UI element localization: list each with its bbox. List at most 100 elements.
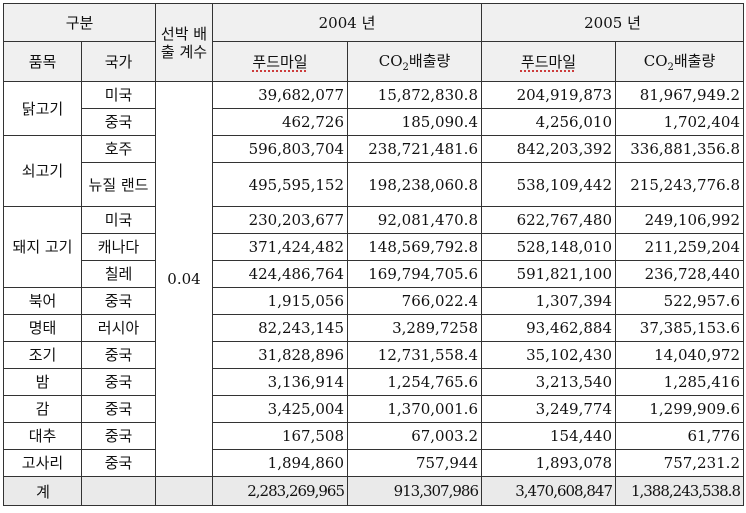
total-foodmile-2004: 2,283,269,965	[212, 476, 348, 506]
table-row: 캐나다 371,424,482 148,569,792.8 528,148,010 21…	[4, 233, 744, 261]
table-row: 칠레 424,486,764 169,794,705.6 591,821,100 236…	[4, 260, 744, 288]
co2-2005-cell: 211,259,204	[615, 233, 744, 261]
country-cell: 러시아	[81, 314, 156, 342]
total-co2-2005: 1,388,243,538.8	[615, 476, 744, 506]
co2-2005-header: CO2배출량	[615, 41, 744, 82]
country-cell: 중국	[81, 287, 156, 315]
country-cell: 중국	[81, 422, 156, 450]
total-foodmile-2005: 3,470,608,847	[481, 476, 616, 506]
foodmile-2004-cell: 230,203,677	[212, 206, 348, 234]
co2-2004-cell: 12,731,558.4	[347, 341, 482, 369]
co2-2004-cell: 1,254,765.6	[347, 368, 482, 396]
table-row: 북어 중국 1,915,056 766,022.4 1,307,394 522,957.6	[3, 287, 744, 315]
country-header: 국가	[81, 41, 156, 82]
co2-2004-header: CO2배출량	[347, 41, 482, 82]
foodmile-2004-cell: 424,486,764	[212, 260, 348, 288]
foodmile-label: 푸드마일	[520, 53, 577, 71]
foodmile-2005-cell: 3,249,774	[481, 395, 616, 423]
food-mileage-table: 구분 선박 배출 계수 2004 년 2005 년 품목 국가 푸드마일 CO2…	[3, 3, 744, 506]
total-co2-2004: 913,307,986	[347, 476, 482, 506]
co2-2005-cell: 81,967,949.2	[615, 81, 744, 109]
category-header: 구분	[3, 3, 156, 42]
co2-2004-cell: 3,289,7258	[347, 314, 482, 342]
table-row: 대추 중국 167,508 67,003.2 154,440 61,776	[3, 422, 744, 450]
foodmile-2004-cell: 39,682,077	[212, 81, 348, 109]
co2-2004-cell: 1,370,001.6	[347, 395, 482, 423]
country-cell: 호주	[81, 135, 156, 163]
foodmile-2004-cell: 3,425,004	[212, 395, 348, 423]
co2-2004-cell: 15,872,830.8	[347, 81, 482, 109]
foodmile-2005-cell: 1,307,394	[481, 287, 616, 315]
co2-2004-cell: 67,003.2	[347, 422, 482, 450]
item-cell: 고사리	[3, 449, 82, 477]
foodmile-2005-header: 푸드마일	[481, 41, 616, 82]
year-2004-header: 2004 년	[212, 3, 482, 42]
table-row: 뉴질 랜드 495,595,152 198,238,060.8 538,109,442…	[4, 162, 744, 207]
foodmile-2005-cell: 3,213,540	[481, 368, 616, 396]
co2-2004-cell: 185,090.4	[347, 108, 482, 136]
country-cell: 중국	[81, 108, 156, 136]
co2-2005-cell: 37,385,153.6	[615, 314, 744, 342]
table-row: 밤 중국 3,136,914 1,254,765.6 3,213,540 1,285,41…	[3, 368, 744, 396]
table-row: 감 중국 3,425,004 1,370,001.6 3,249,774 1,299,90…	[3, 395, 744, 423]
foodmile-2005-cell: 204,919,873	[481, 81, 616, 109]
foodmile-2005-cell: 154,440	[481, 422, 616, 450]
co2-2005-cell: 215,243,776.8	[615, 162, 744, 207]
item-cell: 대추	[3, 422, 82, 450]
co2-2004-cell: 757,944	[347, 449, 482, 477]
foodmile-2005-cell: 4,256,010	[481, 108, 616, 136]
item-cell: 닭고기	[3, 81, 82, 136]
emission-coefficient-cell: 0.04	[155, 81, 213, 477]
table-row: 돼지 고기 미국 230,203,677 92,081,470.8 622,767,48…	[3, 206, 744, 288]
foodmile-2004-cell: 596,803,704	[212, 135, 348, 163]
foodmile-2005-cell: 93,462,884	[481, 314, 616, 342]
co2-2004-cell: 92,081,470.8	[347, 206, 482, 234]
foodmile-2005-cell: 622,767,480	[481, 206, 616, 234]
co2-2005-cell: 757,231.2	[615, 449, 744, 477]
foodmile-2004-cell: 1,915,056	[212, 287, 348, 315]
co2-2004-cell: 766,022.4	[347, 287, 482, 315]
co2-2004-cell: 169,794,705.6	[347, 260, 482, 288]
item-cell: 밤	[3, 368, 82, 396]
co2-2005-cell: 1,285,416	[615, 368, 744, 396]
table-row: 고사리 중국 1,894,860 757,944 1,893,078 757,231.2	[3, 449, 744, 477]
country-cell: 중국	[81, 341, 156, 369]
foodmile-2004-cell: 31,828,896	[212, 341, 348, 369]
foodmile-2005-cell: 528,148,010	[481, 233, 616, 261]
country-cell: 칠레	[81, 260, 156, 288]
country-cell: 미국	[81, 81, 156, 109]
co2-2005-cell: 1,299,909.6	[615, 395, 744, 423]
co2-2005-cell: 522,957.6	[615, 287, 744, 315]
table-row: 조기 중국 31,828,896 12,731,558.4 35,102,430 14,0…	[3, 341, 744, 369]
co2-2005-cell: 14,040,972	[615, 341, 744, 369]
table-row: 중국 462,726 185,090.4 4,256,010 1,702,404	[4, 108, 744, 136]
item-cell: 쇠고기	[3, 135, 82, 207]
country-cell: 캐나다	[81, 233, 156, 261]
item-header: 품목	[3, 41, 82, 82]
total-label: 계	[3, 476, 82, 506]
co2-2005-cell: 1,702,404	[615, 108, 744, 136]
foodmile-2005-cell: 35,102,430	[481, 341, 616, 369]
table-row: 쇠고기 호주 596,803,704 238,721,481.6 842,203,392…	[3, 135, 744, 207]
total-empty-cell	[81, 476, 156, 506]
item-cell: 조기	[3, 341, 82, 369]
item-cell: 북어	[3, 287, 82, 315]
foodmile-label: 푸드마일	[252, 53, 308, 71]
country-cell: 중국	[81, 368, 156, 396]
country-cell: 중국	[81, 395, 156, 423]
foodmile-2004-cell: 371,424,482	[212, 233, 348, 261]
co2-2004-cell: 238,721,481.6	[347, 135, 482, 163]
foodmile-2005-cell: 1,893,078	[481, 449, 616, 477]
foodmile-2005-cell: 591,821,100	[481, 260, 616, 288]
foodmile-2004-cell: 462,726	[212, 108, 348, 136]
foodmile-2004-cell: 82,243,145	[212, 314, 348, 342]
country-cell: 미국	[81, 206, 156, 234]
foodmile-2004-cell: 167,508	[212, 422, 348, 450]
co2-2005-cell: 249,106,992	[615, 206, 744, 234]
item-cell: 감	[3, 395, 82, 423]
table-row: 명태 러시아 82,243,145 3,289,7258 93,462,884 37,38…	[3, 314, 744, 342]
item-cell: 명태	[3, 314, 82, 342]
total-empty-cell	[155, 476, 213, 506]
co2-2005-cell: 336,881,356.8	[615, 135, 744, 163]
foodmile-2005-cell: 538,109,442	[481, 162, 616, 207]
